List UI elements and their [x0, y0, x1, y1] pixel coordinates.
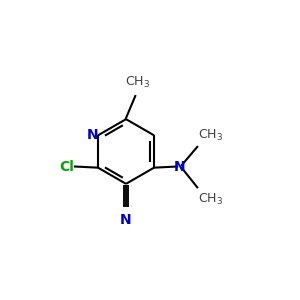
Text: N: N: [120, 213, 132, 227]
Text: CH$_3$: CH$_3$: [125, 75, 150, 90]
Text: N: N: [87, 128, 99, 142]
Text: CH$_3$: CH$_3$: [198, 128, 224, 143]
Text: Cl: Cl: [59, 160, 74, 173]
Text: N: N: [174, 160, 186, 173]
Text: CH$_3$: CH$_3$: [198, 191, 224, 207]
